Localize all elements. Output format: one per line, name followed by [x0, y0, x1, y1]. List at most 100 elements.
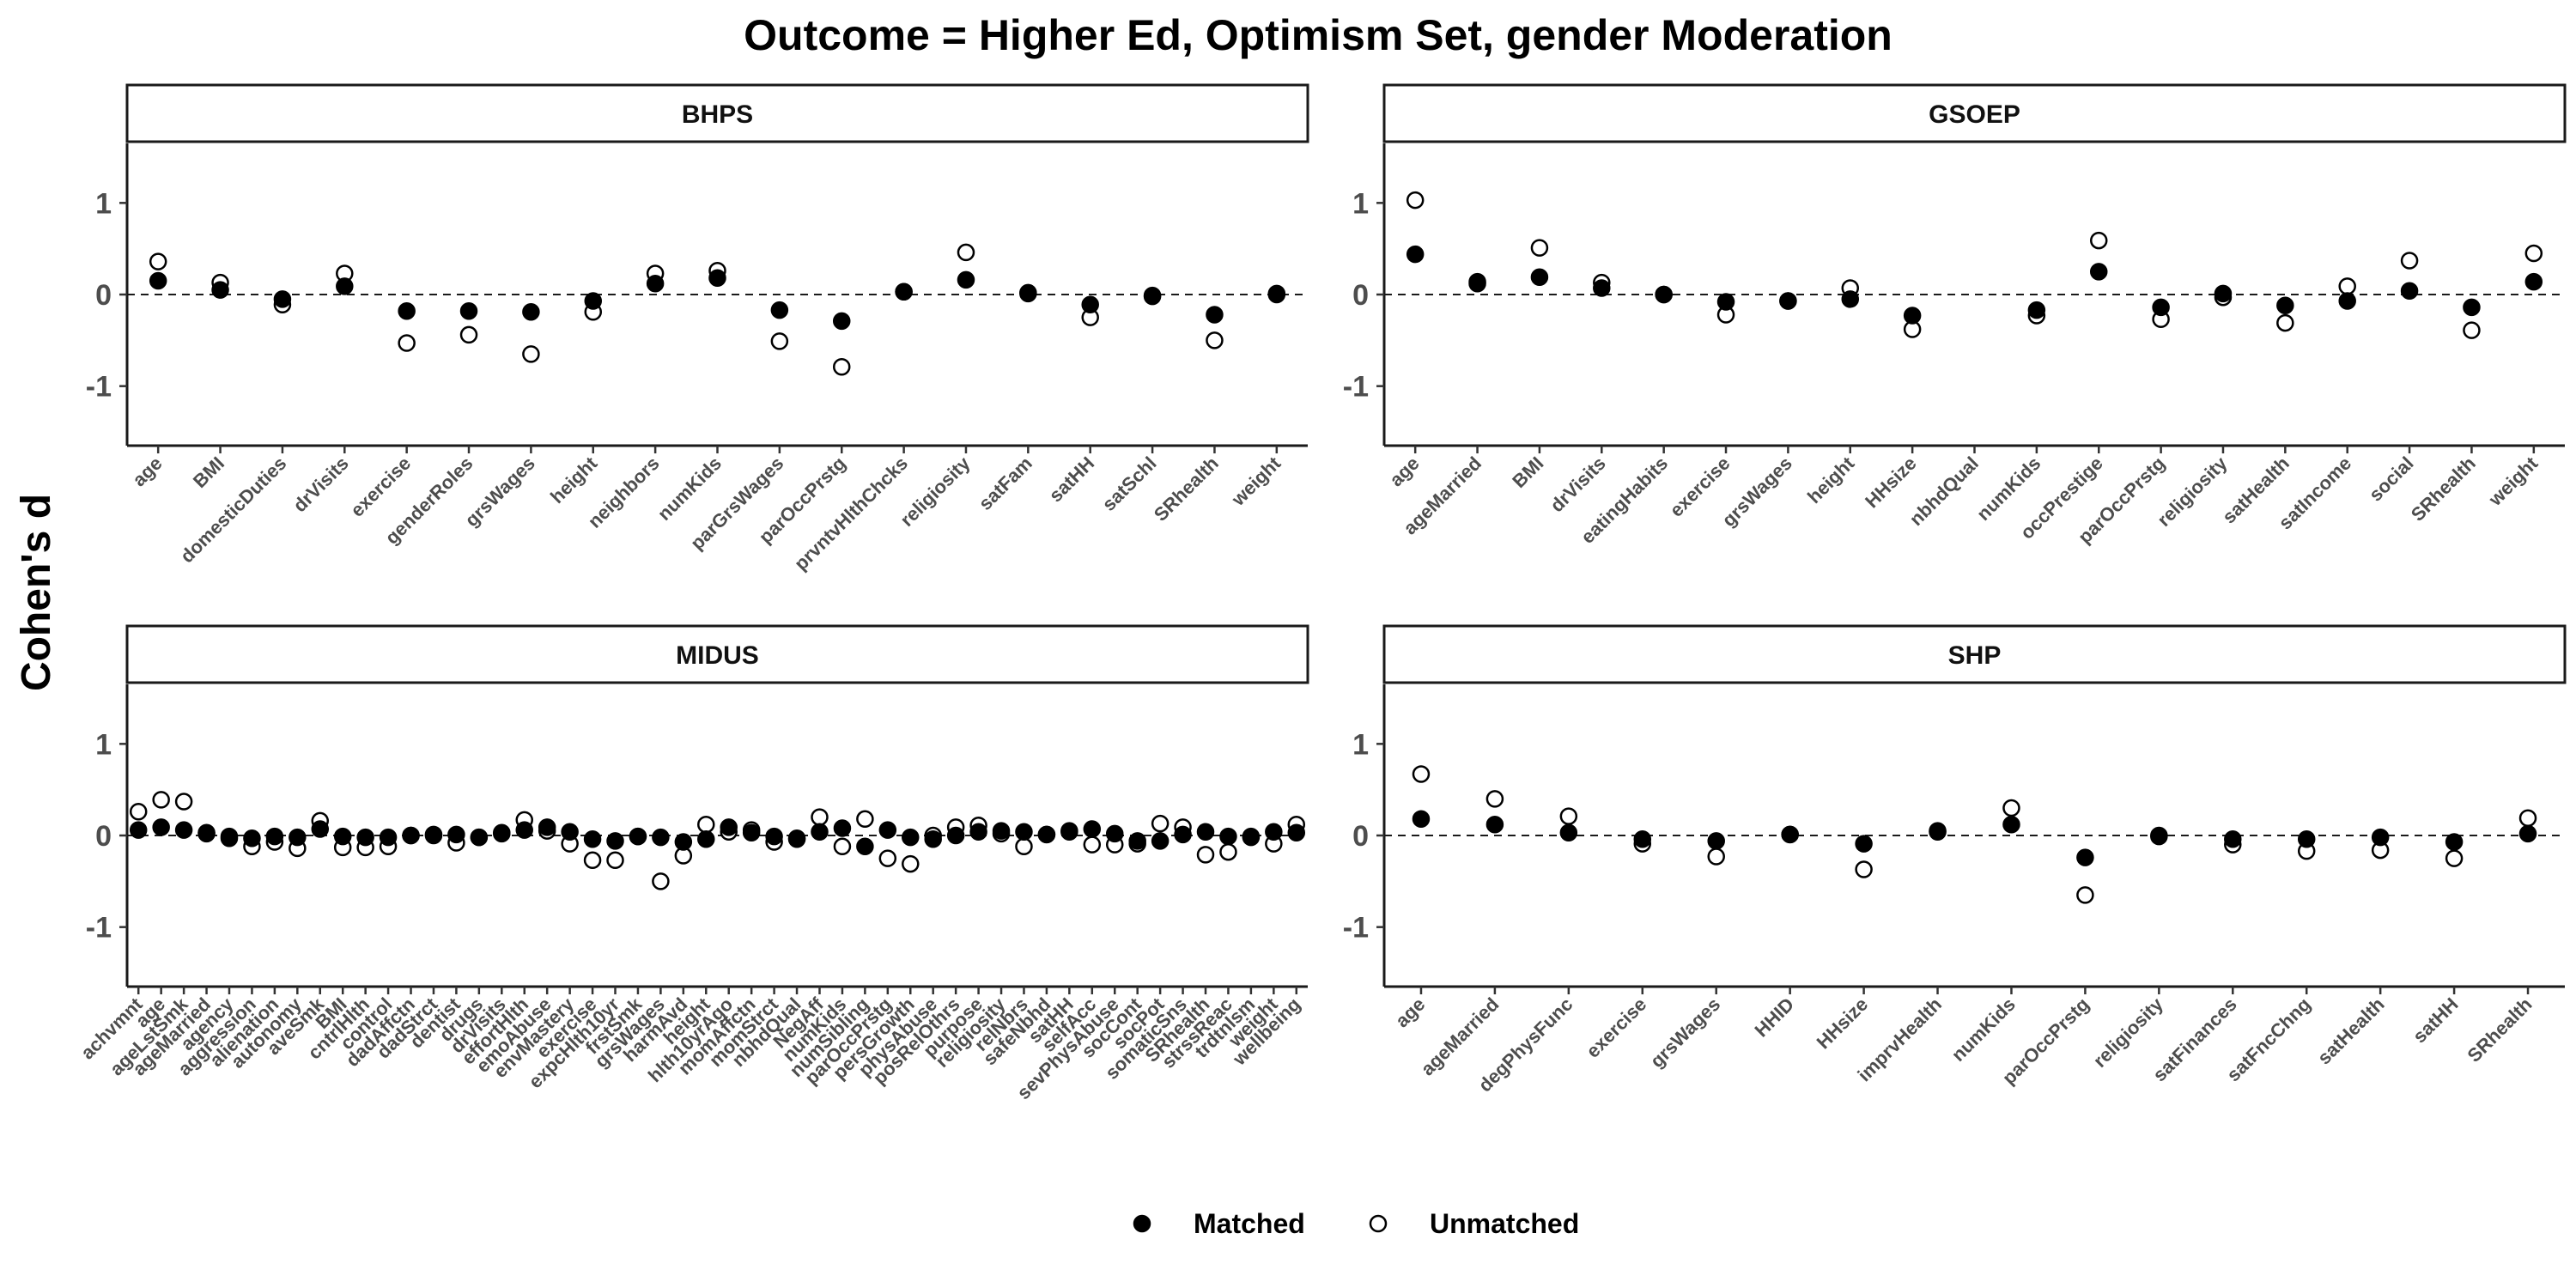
- point-matched-sathh: [1081, 295, 1099, 313]
- point-matched-satfam: [1019, 283, 1037, 302]
- point-unmatched-agemarried: [1485, 790, 1504, 808]
- point-unmatched-srhealth: [2518, 809, 2537, 827]
- y-tick-label: 1: [1352, 728, 1369, 761]
- point-unmatched-sathealth: [2276, 313, 2294, 332]
- point-matched-dadaffctn: [402, 826, 420, 845]
- point-unmatched-social: [2400, 252, 2419, 270]
- point-matched-nbhdqual: [787, 829, 806, 848]
- point-matched-prvntvhlthchcks: [895, 283, 913, 301]
- point-matched-agemarried: [1468, 272, 1486, 291]
- point-unmatched-religiosity: [957, 243, 975, 262]
- point-matched-cntrlhlth: [356, 828, 374, 847]
- panel-strip-label-midus: MIDUS: [676, 641, 759, 670]
- point-unmatched-age: [1412, 765, 1431, 783]
- point-unmatched-grswages: [1707, 848, 1725, 866]
- point-matched-efforthlth: [515, 821, 533, 839]
- point-matched-domesticduties: [273, 290, 292, 308]
- y-tick-label: 0: [1352, 279, 1369, 312]
- point-matched-age: [149, 271, 167, 290]
- point-unmatched-grswages: [652, 872, 670, 890]
- point-unmatched-occprestige: [2089, 231, 2108, 250]
- point-unmatched-grswages: [522, 345, 540, 363]
- point-matched-age: [152, 818, 170, 836]
- point-matched-dentist: [447, 825, 465, 844]
- point-matched-achvmnt: [129, 821, 148, 839]
- point-matched-neighbors: [646, 274, 665, 293]
- point-unmatched-agelstsmk: [174, 793, 193, 811]
- point-unmatched-negaff: [811, 808, 829, 826]
- panel-strip-gsoep: [1382, 83, 2567, 143]
- point-unmatched-relnbrs: [1015, 837, 1033, 856]
- panel-strip-label-shp: SHP: [1948, 641, 2002, 670]
- point-unmatched-achvmnt: [129, 803, 148, 821]
- point-matched-relnbrs: [1015, 823, 1033, 841]
- point-matched-posrelothrs: [946, 826, 965, 845]
- point-unmatched-weight: [2524, 244, 2543, 263]
- point-matched-exercise: [1633, 830, 1652, 848]
- legend-label-unmatched: Unmatched: [1430, 1208, 1579, 1239]
- point-matched-religiosity: [992, 822, 1011, 840]
- point-unmatched-age: [152, 791, 170, 809]
- point-unmatched-srhealth: [2463, 321, 2481, 339]
- point-matched-wellbeing: [1287, 823, 1306, 842]
- point-matched-numsibling: [856, 837, 874, 856]
- point-matched-eatinghabits: [1655, 285, 1673, 304]
- point-matched-numkids: [2002, 815, 2020, 834]
- panel-strip-label-bhps: BHPS: [682, 100, 753, 129]
- point-matched-sathealth: [2276, 296, 2294, 315]
- point-matched-socpot: [1151, 832, 1170, 850]
- point-matched-frstsmk: [629, 827, 647, 846]
- legend-label-matched: Matched: [1194, 1208, 1305, 1239]
- point-unmatched-exercise: [398, 334, 416, 352]
- point-unmatched-srhealth: [1196, 846, 1215, 864]
- point-unmatched-srhealth: [1206, 331, 1224, 349]
- point-matched-religiosity: [957, 270, 975, 289]
- point-matched-alienation: [265, 827, 284, 846]
- point-matched-exercise: [583, 830, 602, 848]
- point-matched-srhealth: [2463, 298, 2481, 317]
- point-matched-genderroles: [459, 301, 478, 320]
- point-matched-pargrswages: [770, 301, 789, 319]
- chart-title: Outcome = Higher Ed, Optimism Set, gende…: [744, 11, 1893, 59]
- point-matched-drvisits: [1593, 279, 1611, 297]
- point-unmatched-genderroles: [459, 325, 478, 344]
- point-matched-momstrct: [765, 827, 783, 846]
- point-matched-hhid: [1781, 825, 1799, 844]
- point-matched-bmi: [1530, 268, 1549, 286]
- point-unmatched-hhsize: [1855, 860, 1873, 878]
- point-unmatched-numkids: [833, 837, 852, 856]
- point-matched-bmi: [211, 281, 229, 299]
- point-matched-satschl: [1143, 286, 1162, 305]
- point-unmatched-numkids: [2002, 799, 2020, 817]
- point-matched-grswages: [1707, 832, 1725, 850]
- point-unmatched-persgrowth: [902, 854, 920, 873]
- y-tick-label: -1: [1343, 912, 1369, 945]
- point-matched-expchlth10yr: [606, 832, 624, 850]
- point-unmatched-bmi: [1530, 239, 1549, 257]
- point-matched-paroccprstg: [2076, 848, 2094, 866]
- point-matched-sathh: [1060, 822, 1078, 840]
- point-unmatched-paroccprstg: [832, 358, 851, 376]
- point-unmatched-satincome: [2338, 277, 2356, 295]
- point-matched-somaticsns: [1174, 825, 1192, 844]
- point-matched-height: [697, 830, 715, 848]
- point-matched-religiosity: [2214, 284, 2233, 303]
- point-matched-degphysfunc: [1559, 823, 1578, 842]
- point-matched-exercise: [1716, 293, 1735, 311]
- point-matched-physabuse: [924, 830, 942, 848]
- y-tick-label: 0: [1352, 820, 1369, 853]
- y-tick-label: -1: [86, 912, 112, 945]
- point-unmatched-numsibling: [856, 810, 874, 829]
- point-matched-srhealth: [1206, 306, 1224, 324]
- point-matched-agency: [220, 827, 239, 846]
- point-matched-harmavd: [674, 833, 693, 851]
- point-matched-sevphysabuse: [1105, 824, 1124, 843]
- point-matched-agemarried: [197, 824, 216, 843]
- point-matched-drugs: [470, 828, 489, 847]
- point-matched-religiosity: [2150, 826, 2168, 845]
- point-unmatched-exercise: [583, 851, 602, 870]
- point-matched-numkids: [2027, 301, 2046, 319]
- y-tick-label: 1: [95, 187, 112, 220]
- y-axis-label: Cohen's d: [14, 494, 59, 691]
